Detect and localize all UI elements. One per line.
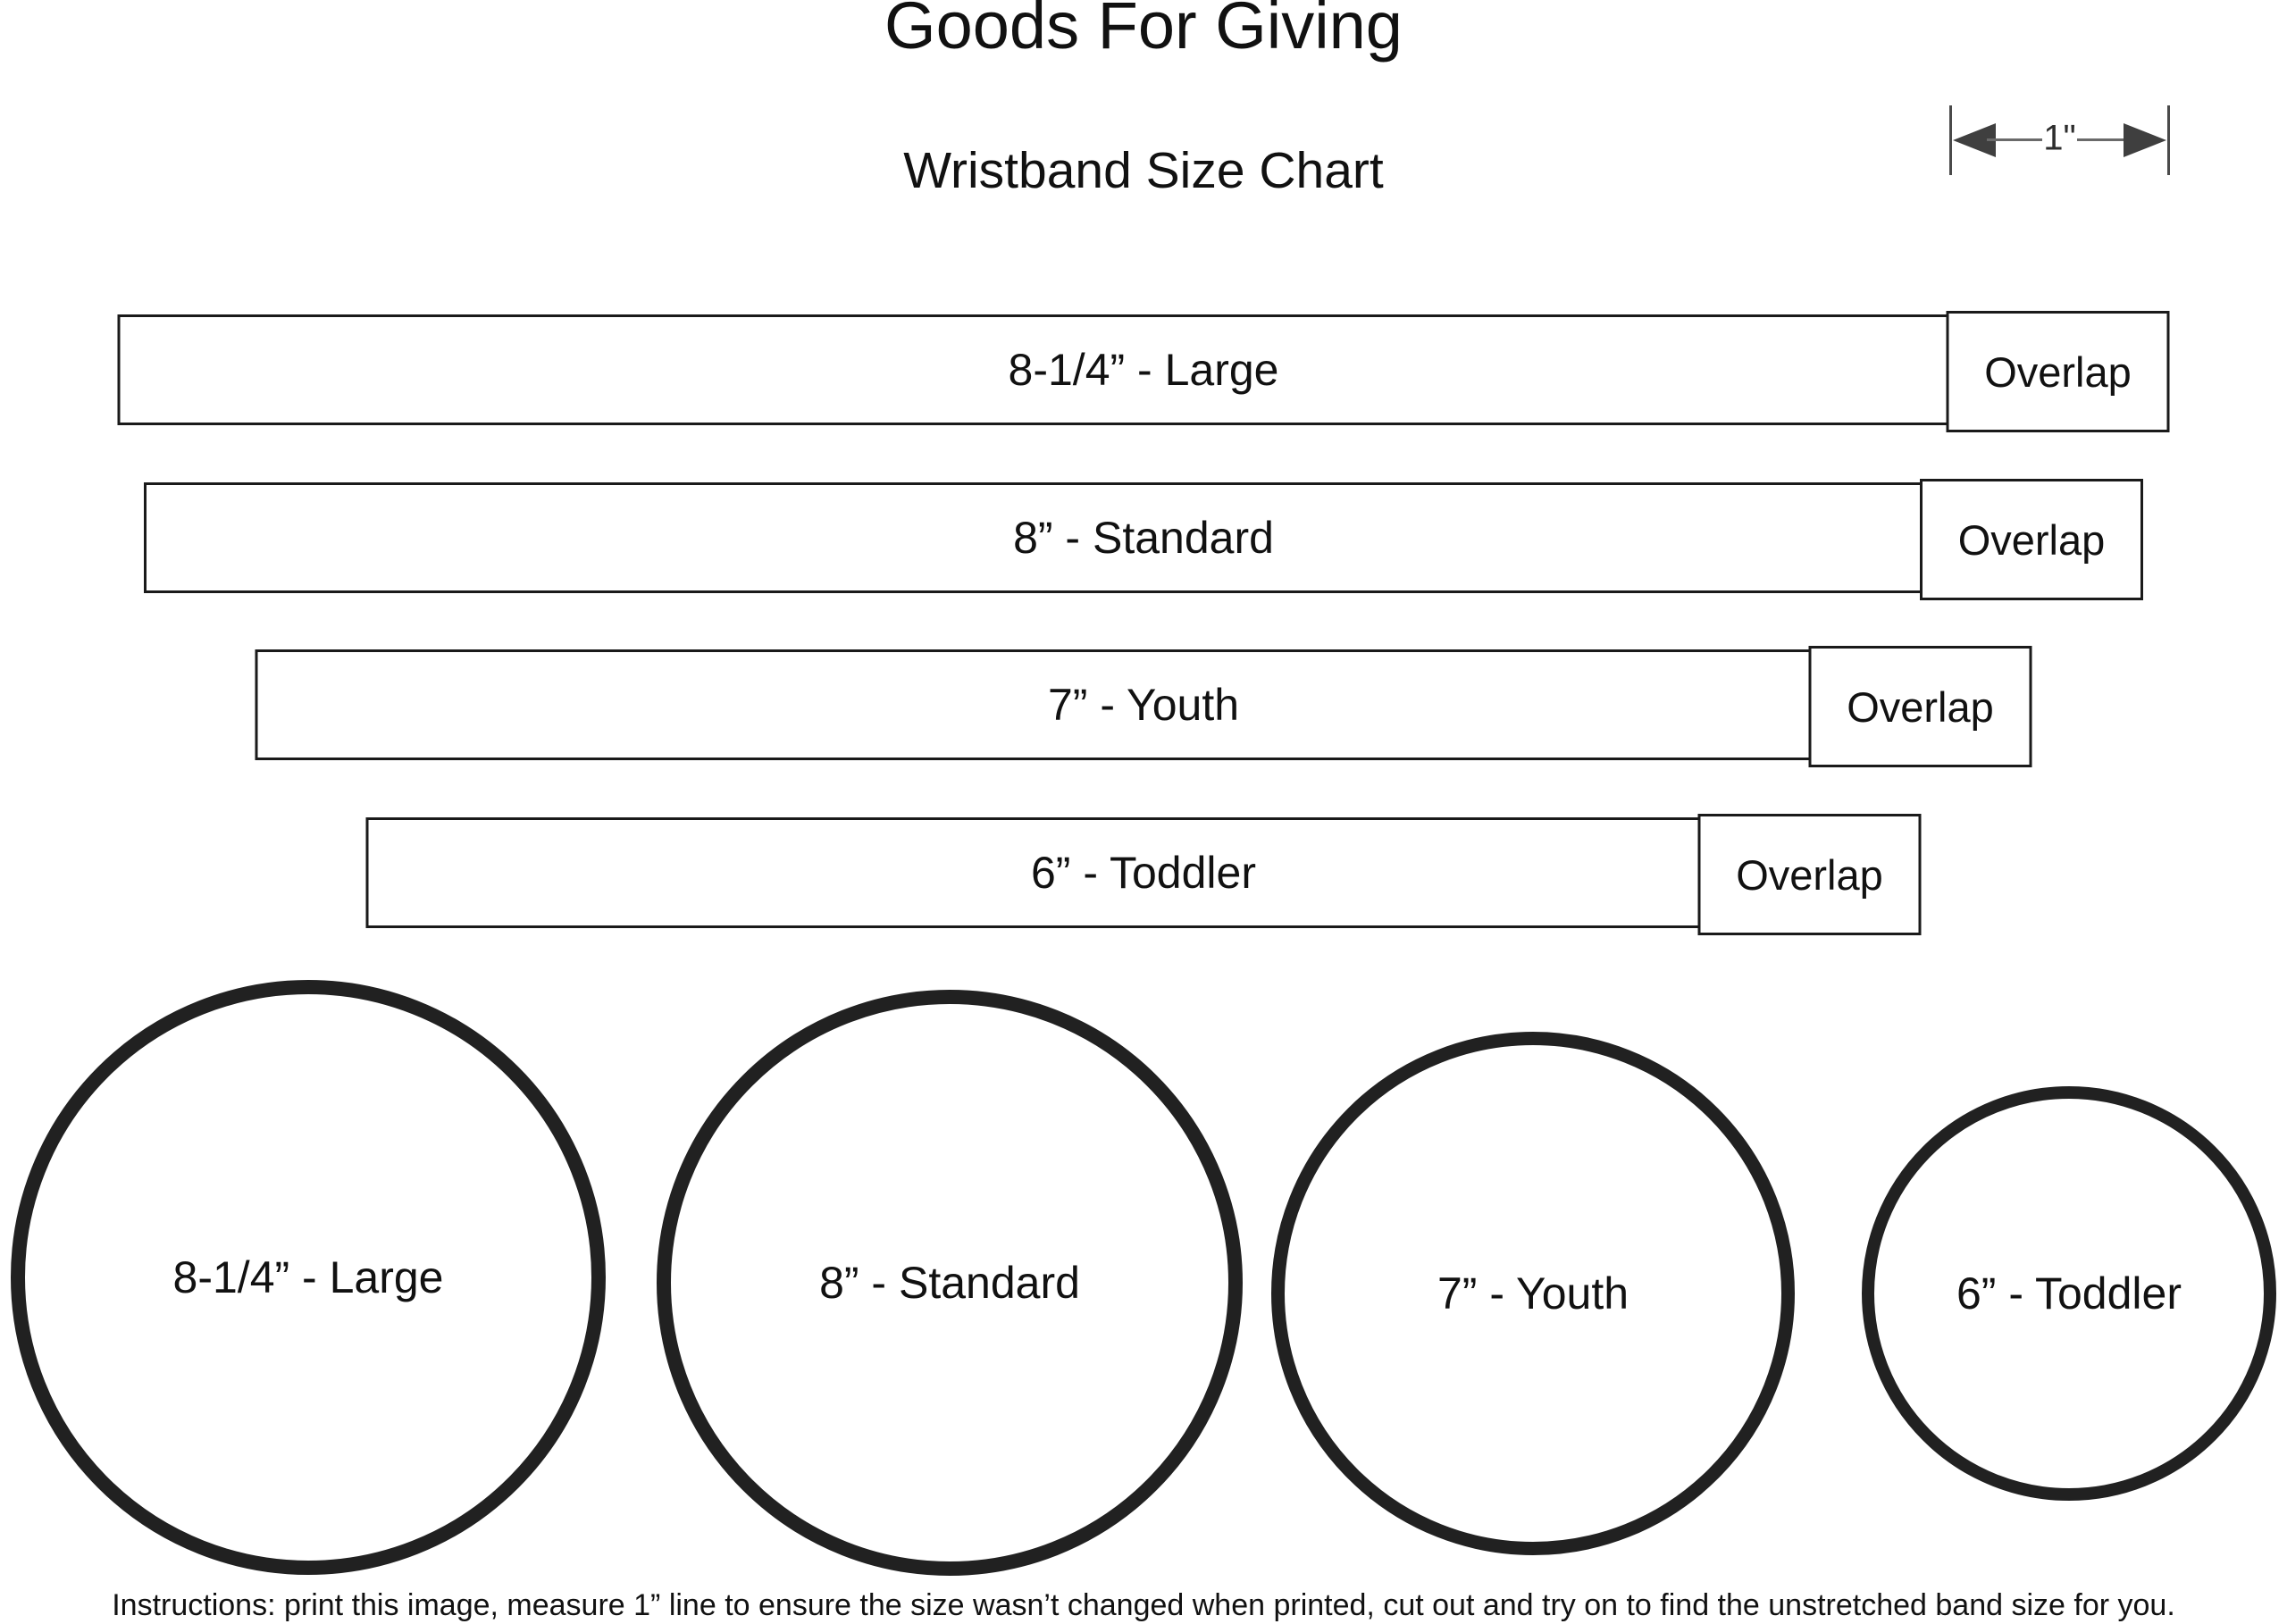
ruler-label: 1" [2043, 118, 2076, 158]
band-overlap: Overlap [1697, 814, 1922, 935]
band-label: 8-1/4” - Large [1008, 345, 1279, 395]
circle-toddler: 6” - Toddler [1862, 1086, 2276, 1501]
band-standard: 8” - Standard Overlap [144, 479, 2143, 600]
band-label: 6” - Toddler [1031, 848, 1256, 898]
ruler-right-line [2077, 138, 2132, 141]
ruler-left-tick [1949, 105, 1952, 175]
band-overlap: Overlap [1946, 311, 2170, 432]
instructions-text: Instructions: print this image, measure … [112, 1588, 2175, 1622]
circle-label: 6” - Toddler [1956, 1268, 2182, 1318]
ruler-left-line [1987, 138, 2042, 141]
band-overlap: Overlap [1920, 479, 2143, 600]
page-title: Goods For Giving [884, 0, 1403, 63]
circle-label: 8” - Standard [819, 1258, 1080, 1308]
circle-label: 8-1/4” - Large [172, 1252, 444, 1302]
ruler-right-tick [2167, 105, 2170, 175]
circle-standard: 8” - Standard [657, 990, 1243, 1576]
band-label: 7” - Youth [1047, 680, 1240, 730]
arrow-right-icon [2124, 123, 2166, 157]
circle-large: 8-1/4” - Large [11, 980, 606, 1575]
band-large: 8-1/4” - Large Overlap [117, 311, 2170, 432]
band-label: 8” - Standard [1013, 513, 1274, 563]
band-overlap: Overlap [1808, 646, 2032, 767]
band-youth: 7” - Youth Overlap [255, 646, 2032, 767]
one-inch-ruler: 1" [1949, 105, 2170, 175]
circle-youth: 7” - Youth [1271, 1032, 1795, 1555]
band-toddler: 6” - Toddler Overlap [365, 814, 1922, 935]
page-subtitle: Wristband Size Chart [903, 142, 1384, 199]
circle-label: 7” - Youth [1437, 1268, 1629, 1318]
